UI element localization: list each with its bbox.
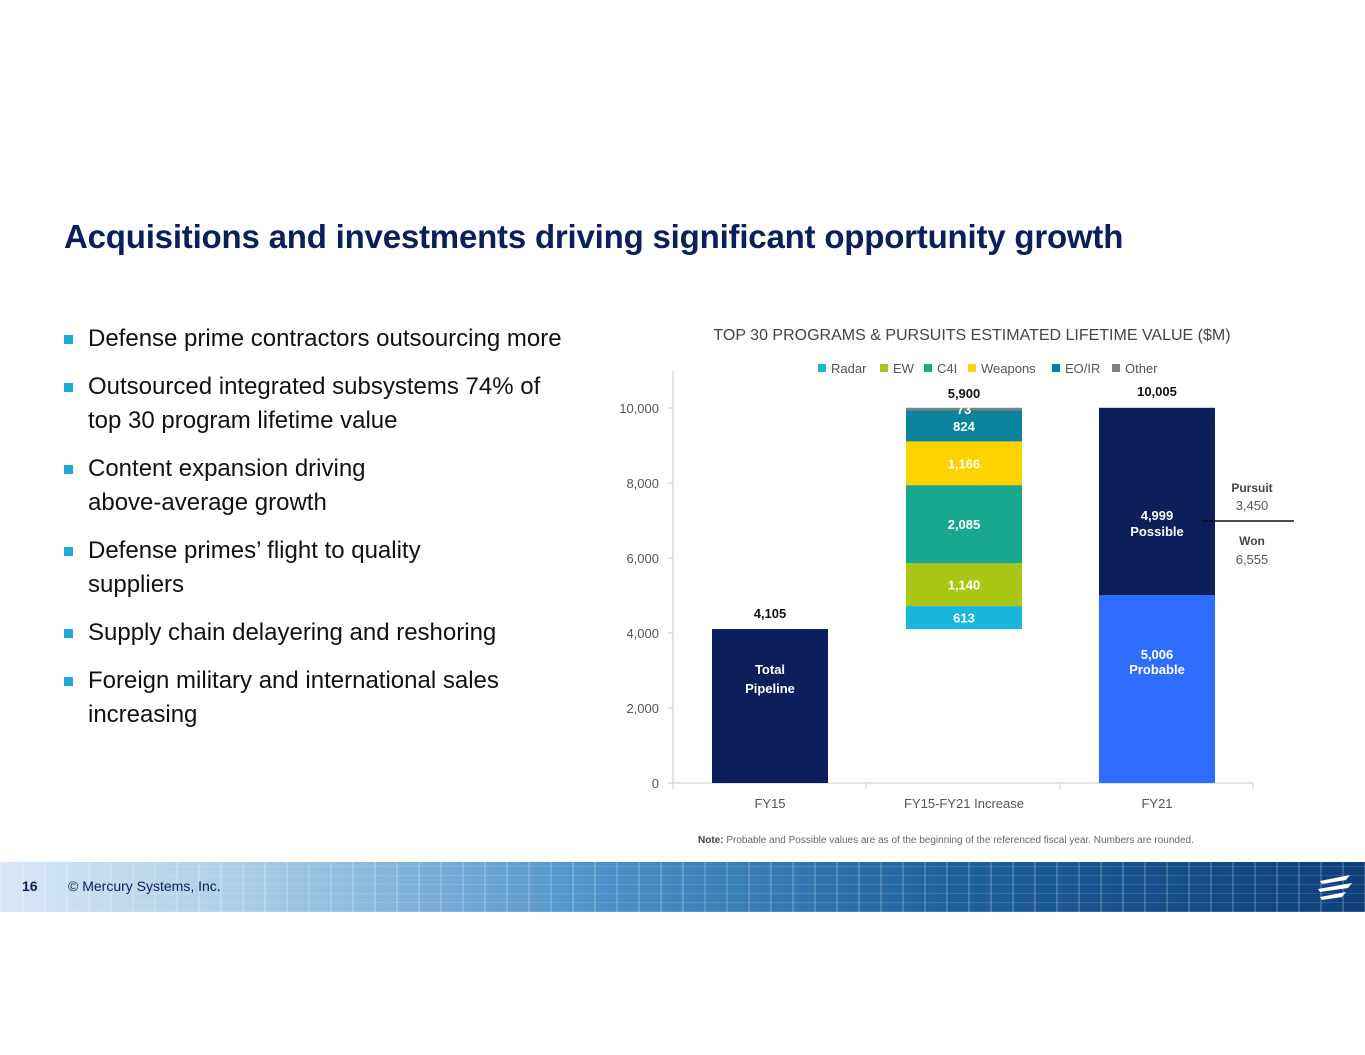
mercury-logo-icon — [1318, 875, 1352, 900]
bullet-text: Content expansion driving above-average … — [88, 455, 366, 516]
y-tick-label: 0 — [652, 776, 659, 791]
annotation-pursuit-value: 3,450 — [1236, 498, 1269, 513]
data-label-increase-ew: 1,140 — [948, 578, 981, 593]
data-label-fy21-probable-value: 5,006 — [1141, 647, 1174, 662]
bullet-list: Defense prime contractors outsourcing mo… — [62, 322, 582, 746]
annotation-pursuit-label: Pursuit — [1231, 481, 1272, 495]
data-label-increase-other: 73 — [957, 402, 971, 417]
legend-label-weapons: Weapons — [981, 361, 1036, 376]
y-tick-label: 8,000 — [626, 476, 659, 491]
bar-increase-eoir — [906, 410, 1022, 442]
bar-fy21-possible — [1099, 407, 1215, 596]
legend-swatch-other — [1112, 364, 1120, 372]
bullet-item: Supply chain delayering and reshoring — [62, 616, 568, 650]
bullet-item: Defense primes’ flight to quality suppli… — [62, 534, 488, 602]
page-number: 16 — [22, 878, 38, 894]
slide-title: Acquisitions and investments driving sig… — [64, 218, 1124, 255]
bullet-item: Defense prime contractors outsourcing mo… — [62, 322, 582, 356]
annotation-won-label: Won — [1239, 534, 1265, 548]
bullet-square-icon — [64, 629, 73, 638]
bar-label-fy15-line2: Pipeline — [745, 681, 795, 696]
y-tick-label: 10,000 — [619, 401, 659, 416]
y-tick-label: 2,000 — [626, 701, 659, 716]
legend-label-other: Other — [1125, 361, 1158, 376]
x-tick-label: FY21 — [1141, 796, 1172, 811]
chart-title: TOP 30 PROGRAMS & PURSUITS ESTIMATED LIF… — [713, 327, 1230, 344]
legend-label-radar: Radar — [831, 361, 867, 376]
legend-label-ew: EW — [893, 361, 915, 376]
data-label-increase-radar: 613 — [953, 611, 975, 626]
bullet-item: Outsourced integrated subsystems 74% of … — [62, 370, 558, 438]
bullet-square-icon — [64, 547, 73, 556]
chart-note: Note: Probable and Possible values are a… — [698, 835, 1194, 846]
annotation-won-value: 6,555 — [1236, 552, 1269, 567]
data-label-fy21-probable-text: Probable — [1129, 662, 1185, 677]
footer-bar: 16 © Mercury Systems, Inc. — [0, 862, 1365, 912]
legend-swatch-radar — [818, 364, 826, 372]
y-tick-label: 4,000 — [626, 626, 659, 641]
bar-increase-weapons — [906, 441, 1022, 486]
bar-fy21-probable — [1099, 595, 1215, 783]
legend-swatch-weapons — [968, 364, 976, 372]
data-label-fy15: 4,105 — [754, 606, 787, 621]
chart-note-text: Probable and Possible values are as of t… — [726, 835, 1194, 846]
bar-fy15 — [712, 629, 828, 783]
legend-swatch-ci — [924, 364, 932, 372]
legend-label-ci: C4I — [937, 361, 957, 376]
bullet-text: Outsourced integrated subsystems 74% of … — [88, 373, 541, 434]
bullet-square-icon — [64, 465, 73, 474]
bar-increase-ew — [906, 563, 1022, 607]
x-tick-label: FY15-FY21 Increase — [904, 796, 1024, 811]
bullet-text: Defense primes’ flight to quality suppli… — [88, 537, 421, 598]
legend-swatch-eoir — [1052, 364, 1060, 372]
chart-note-label: Note: — [698, 835, 726, 846]
data-label-fy21-possible-value: 4,999 — [1141, 508, 1174, 523]
bullet-text: Supply chain delayering and reshoring — [88, 619, 497, 646]
bullet-square-icon — [64, 335, 73, 344]
copyright-text: © Mercury Systems, Inc. — [68, 878, 221, 894]
bullet-text: Defense prime contractors outsourcing mo… — [88, 325, 562, 352]
bullet-item: Content expansion driving above-average … — [62, 452, 388, 520]
bullet-text: Foreign military and international sales… — [88, 667, 499, 728]
data-label-increase-eoir: 824 — [953, 419, 975, 434]
x-tick-label: FY15 — [754, 796, 785, 811]
data-label-fy21-possible-text: Possible — [1130, 524, 1183, 539]
bar-label-fy15-line1: Total — [755, 662, 785, 677]
legend-swatch-ew — [880, 364, 888, 372]
bar-increase-radar — [906, 606, 1022, 630]
data-label-fy21-total: 10,005 — [1137, 384, 1177, 399]
y-tick-label: 6,000 — [626, 551, 659, 566]
bullet-square-icon — [64, 677, 73, 686]
data-label-increase-total: 5,900 — [948, 386, 981, 401]
bar-increase-other — [906, 407, 1022, 411]
bullet-item: Foreign military and international sales… — [62, 664, 508, 732]
bar-increase-ci — [906, 485, 1022, 564]
data-label-increase-weapons: 1,166 — [948, 456, 981, 471]
legend-label-eoir: EO/IR — [1065, 361, 1100, 376]
bullet-square-icon — [64, 383, 73, 392]
footer-pattern — [0, 862, 1365, 912]
lifetime-value-chart: TOP 30 PROGRAMS & PURSUITS ESTIMATED LIF… — [619, 327, 1294, 846]
data-label-increase-ci: 2,085 — [948, 517, 981, 532]
